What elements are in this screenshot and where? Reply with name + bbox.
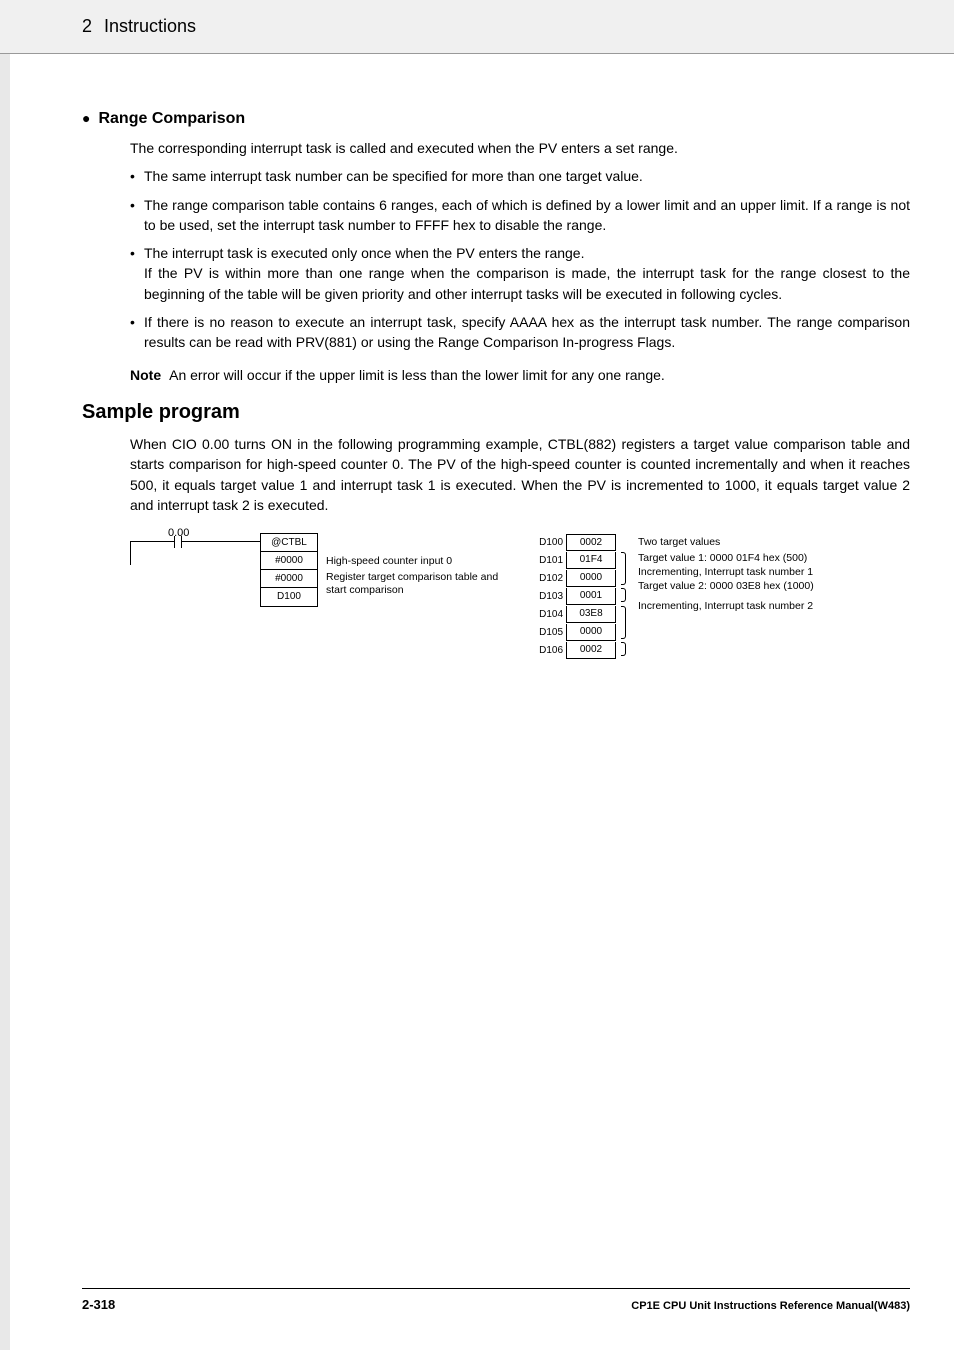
page-number: 2-318	[82, 1297, 115, 1312]
rc-note: Note An error will occur if the upper li…	[130, 365, 910, 385]
note-label: Note	[130, 365, 161, 385]
contact-icon	[171, 536, 185, 548]
mem-desc-2: Target value 1: 0000 01F4 hex (500)	[638, 551, 807, 565]
mem-row: D1050000	[530, 623, 616, 641]
left-stripe	[0, 0, 10, 1350]
range-comparison-heading: Range Comparison	[82, 110, 910, 128]
rc-bullets: The same interrupt task number can be sp…	[130, 166, 910, 352]
section-number: 2	[82, 16, 92, 37]
rc-bullet: The same interrupt task number can be sp…	[130, 166, 910, 186]
note-text: An error will occur if the upper limit i…	[169, 365, 665, 385]
brace-icon	[621, 588, 626, 602]
page-footer: 2-318 CP1E CPU Unit Instructions Referen…	[82, 1288, 910, 1312]
rc-intro: The corresponding interrupt task is call…	[130, 138, 910, 158]
brace-icon	[621, 642, 626, 656]
ladder-rung	[130, 541, 260, 565]
memory-table: D1000002 D10101F4 D1020000 D1030001 D104…	[530, 533, 616, 659]
mem-row: D1020000	[530, 569, 616, 587]
inst-desc-2: Register target comparison table and sta…	[326, 571, 506, 597]
mem-desc-3: Incrementing, Interrupt task number 1	[638, 565, 813, 579]
mem-row: D10403E8	[530, 605, 616, 623]
inst-op3: D100	[261, 588, 317, 606]
inst-name: @CTBL	[261, 534, 317, 552]
section-title: Instructions	[104, 16, 196, 37]
rc-bullet: The interrupt task is executed only once…	[130, 243, 910, 304]
sample-heading: Sample program	[82, 401, 910, 424]
page-header: 2 Instructions	[0, 0, 954, 54]
ladder-diagram: 0.00 @CTBL #0000 #0000 D100 High-speed c…	[130, 531, 910, 691]
mem-desc-5: Incrementing, Interrupt task number 2	[638, 599, 813, 613]
sample-text: When CIO 0.00 turns ON in the following …	[130, 434, 910, 515]
mem-row: D1000002	[530, 533, 616, 551]
inst-desc-1: High-speed counter input 0	[326, 555, 452, 568]
mem-desc-1: Two target values	[638, 535, 720, 549]
brace-icon	[621, 606, 626, 639]
rc-bullet: If there is no reason to execute an inte…	[130, 312, 910, 353]
inst-op2: #0000	[261, 570, 317, 588]
manual-title: CP1E CPU Unit Instructions Reference Man…	[631, 1300, 910, 1312]
page-content: Range Comparison The corresponding inter…	[82, 110, 910, 691]
mem-row: D1060002	[530, 641, 616, 659]
instruction-box: @CTBL #0000 #0000 D100	[260, 533, 318, 607]
mem-row: D10101F4	[530, 551, 616, 569]
brace-icon	[621, 552, 626, 585]
mem-desc-4: Target value 2: 0000 03E8 hex (1000)	[638, 579, 814, 593]
inst-op1: #0000	[261, 552, 317, 570]
range-comparison-body: The corresponding interrupt task is call…	[130, 138, 910, 385]
mem-row: D1030001	[530, 587, 616, 605]
rc-bullet: The range comparison table contains 6 ra…	[130, 195, 910, 236]
